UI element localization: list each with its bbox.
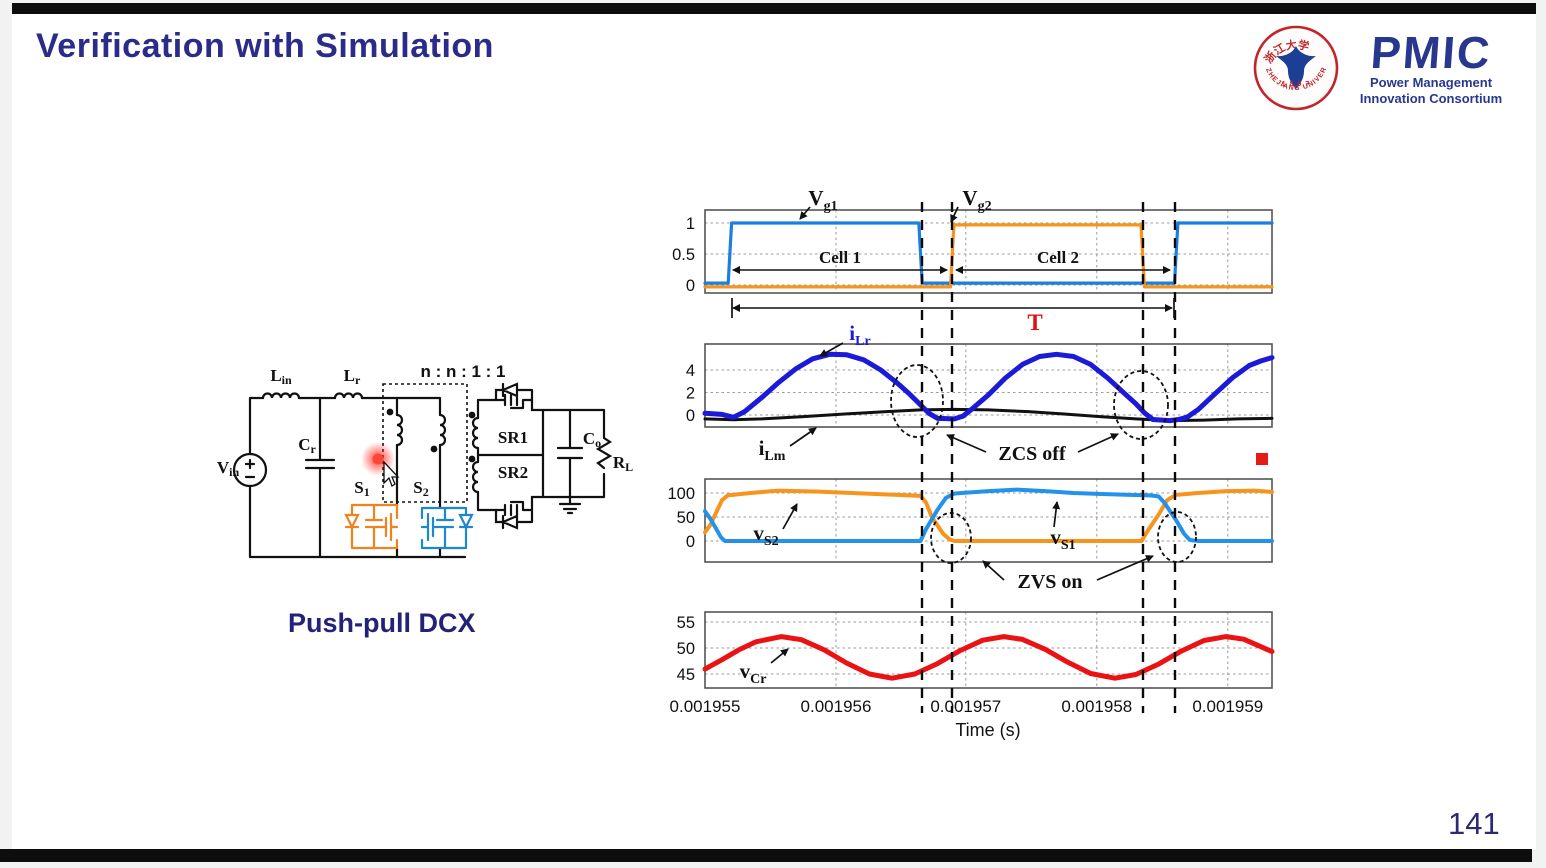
switching-event-lines xyxy=(920,202,1177,713)
bottom-border-bar xyxy=(0,849,1532,862)
zvs-circle-2 xyxy=(1157,511,1197,563)
sr2-label: SR2 xyxy=(498,463,528,482)
plot-box xyxy=(704,343,1273,428)
co-label: Co xyxy=(583,429,601,450)
s1-mosfet xyxy=(344,503,399,550)
rl-label: RL xyxy=(613,453,633,474)
seal-year: 1 8 9 7 xyxy=(1282,81,1310,88)
lr-label: Lr xyxy=(344,366,361,387)
circuit-caption: Push-pull DCX xyxy=(288,608,476,638)
seal-eagle-emblem xyxy=(1276,46,1316,89)
x-tick-label: 0.001956 xyxy=(801,697,872,716)
sr1-label: SR1 xyxy=(498,428,528,447)
lr-inductor xyxy=(333,392,364,400)
y-tick-label: 0 xyxy=(686,277,695,295)
secondary-winding-1 xyxy=(471,416,480,450)
ilm-label: iLm xyxy=(759,436,786,464)
s2-mosfet xyxy=(420,506,474,550)
slide-title: Verification with Simulation xyxy=(36,27,494,65)
vin-source xyxy=(232,452,268,488)
x-axis: 0.001955 0.001956 0.001957 0.001958 0.001959 xyxy=(670,697,1264,716)
panel-gate-signals: 10.50 xyxy=(672,209,1274,295)
panel-switch-voltages: 100 50 0 xyxy=(667,478,1274,563)
winding2-phase-dot xyxy=(430,445,438,453)
voltage-annotations: vS2 vS1 ZVS on xyxy=(753,501,1197,593)
current-annotations: iLr iLm ZCS off xyxy=(759,321,1169,465)
sr1-mosfet xyxy=(494,382,534,410)
zvs-on-label: ZVS on xyxy=(1017,571,1082,593)
series-Vg1 xyxy=(703,221,1274,285)
vg2-label: Vg2 xyxy=(962,186,991,214)
y-tick-label: 1 xyxy=(686,215,695,233)
y-tick-label: 0 xyxy=(686,407,695,425)
pmic-tagline-1: Power Management xyxy=(1369,75,1493,90)
panel-resonant-currents: 4 2 0 xyxy=(686,343,1275,428)
circuit-wires xyxy=(248,396,613,559)
vg1-label: Vg1 xyxy=(808,186,837,214)
series-vS1 xyxy=(703,487,1274,543)
red-indicator-square xyxy=(1256,453,1268,465)
series-vCr xyxy=(702,634,1275,681)
secondary1-phase-dot xyxy=(468,411,476,419)
x-tick-label: 0.001957 xyxy=(930,697,1001,716)
sr2-mosfet xyxy=(494,500,534,530)
secondary-winding-2 xyxy=(471,460,480,494)
y-tick-label: 45 xyxy=(677,666,695,684)
cell1-label: Cell 1 xyxy=(819,248,861,267)
x-tick-label: 0.001959 xyxy=(1192,697,1263,716)
y-tick-label: 50 xyxy=(677,509,695,527)
x-axis-title: Time (s) xyxy=(955,720,1020,740)
x-tick-label: 0.001955 xyxy=(670,697,741,716)
primary-winding-1 xyxy=(395,413,404,447)
lin-label: Lin xyxy=(270,366,292,387)
zcs-circle-2 xyxy=(1113,370,1169,440)
zvs-circle-1 xyxy=(930,512,972,564)
push-pull-dcx-schematic: Lin Lr Cr Vin n : n : 1 : 1 S1 S2 SR1 SR… xyxy=(217,362,633,559)
pmic-wordmark: PMIC xyxy=(1368,27,1494,78)
zcs-circle-1 xyxy=(890,364,944,438)
vin-polarity xyxy=(244,458,256,479)
mouse-cursor xyxy=(383,460,400,487)
page-number: 141 xyxy=(1448,806,1500,841)
vcr-annotation: vCr xyxy=(740,648,789,687)
winding1-phase-dot xyxy=(386,408,394,416)
primary-winding-2 xyxy=(438,413,447,447)
s1-label: S1 xyxy=(354,478,369,499)
cr-label: Cr xyxy=(298,435,316,456)
turns-ratio-label: n : n : 1 : 1 xyxy=(421,362,506,381)
y-tick-label: 4 xyxy=(686,362,695,380)
y-tick-label: 50 xyxy=(677,640,695,658)
pmic-tagline-2: Innovation Consortium xyxy=(1359,91,1503,107)
zcs-off-label: ZCS off xyxy=(998,443,1066,465)
cell2-label: Cell 2 xyxy=(1037,248,1079,267)
laser-pointer-dot xyxy=(372,453,384,465)
pmic-logo: PMIC Power Management Innovation Consort… xyxy=(1346,27,1516,108)
y-tick-label: 2 xyxy=(686,385,695,403)
series-iLr xyxy=(702,351,1275,424)
panel-capacitor-voltage: 55 50 45 xyxy=(677,611,1275,689)
vin-label: Vin xyxy=(217,458,240,479)
y-tick-label: 55 xyxy=(677,614,695,632)
s2-label: S2 xyxy=(413,478,428,499)
period-T-label: T xyxy=(1027,310,1042,335)
x-tick-label: 0.001958 xyxy=(1061,697,1132,716)
ilr-label: iLr xyxy=(849,321,870,349)
y-tick-label: 0 xyxy=(686,533,695,551)
gate-signal-annotations: Vg1 Vg2 Cell 1 Cell 2 T xyxy=(731,186,1175,335)
top-border-bar xyxy=(12,3,1536,14)
series-Vg2 xyxy=(703,223,1274,289)
zhejiang-university-seal-logo: 浙江大学 1 8 9 7 ZHEJIANG UNIVERSITY xyxy=(1252,24,1339,111)
vs2-label: vS2 xyxy=(753,521,778,549)
y-tick-label: 100 xyxy=(667,485,695,503)
lin-inductor xyxy=(261,392,301,400)
plot-box xyxy=(704,209,1273,294)
slide-background xyxy=(12,14,1536,849)
y-tick-label: 0.5 xyxy=(672,246,695,264)
secondary2-phase-dot xyxy=(468,455,476,463)
vcr-label: vCr xyxy=(740,659,767,687)
vs1-label: vS1 xyxy=(1050,525,1075,553)
